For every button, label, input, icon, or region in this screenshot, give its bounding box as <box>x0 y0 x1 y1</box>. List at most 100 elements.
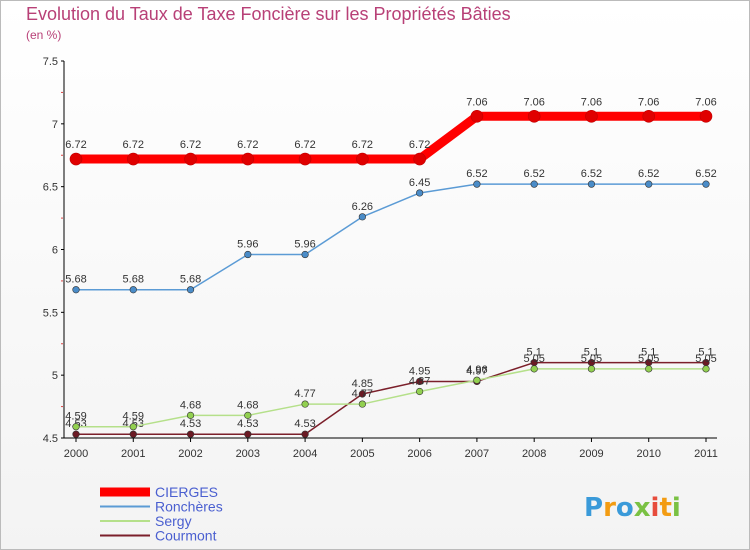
y-tick-label: 6 <box>52 245 58 257</box>
data-label: 4.97 <box>466 365 487 377</box>
data-label: 4.77 <box>352 388 373 400</box>
data-point <box>416 189 424 197</box>
data-point <box>585 109 598 123</box>
data-point <box>530 365 538 373</box>
data-point <box>356 152 369 166</box>
data-label: 5.96 <box>294 239 315 251</box>
data-point <box>358 400 366 408</box>
x-tick-label: 2005 <box>350 448 374 460</box>
legend-item-ronchères: Ronchères <box>100 499 223 515</box>
data-label: 5.05 <box>581 353 602 365</box>
x-tick-label: 2000 <box>64 448 88 460</box>
brand-letter: i <box>651 493 660 523</box>
x-tick-label: 2007 <box>465 448 489 460</box>
data-point <box>301 400 309 408</box>
data-label: 6.52 <box>695 168 716 180</box>
data-point <box>530 180 538 188</box>
series-cierges: 6.72 6.72 6.72 6.72 6.72 6.72 6.72 7.06 7.06 7.06… <box>65 96 717 166</box>
y-tick-label: 5 <box>52 370 58 382</box>
legend-item-cierges: CIERGES <box>100 484 218 500</box>
data-point <box>241 152 255 166</box>
data-label: 7.06 <box>695 96 716 108</box>
data-label: 4.68 <box>180 399 201 411</box>
x-tick-label: 2003 <box>236 448 260 460</box>
data-point <box>645 180 653 188</box>
data-point <box>129 423 137 431</box>
legend-label: CIERGES <box>155 484 218 500</box>
series-ronchères: 5.68 5.68 5.68 5.96 5.96 6.26 6.45 6.52 6.52 6.52… <box>65 168 717 294</box>
data-label: 6.52 <box>466 168 487 180</box>
y-tick-label: 7.5 <box>43 56 58 68</box>
series-courmont: 4.534.534.534.534.534.854.954.975.15.15.… <box>65 347 714 438</box>
data-point <box>186 430 195 438</box>
data-point <box>702 365 710 373</box>
data-label: 6.26 <box>352 201 373 213</box>
data-label: 4.96 <box>466 364 487 376</box>
data-label: 4.53 <box>237 418 258 430</box>
data-point <box>244 250 252 259</box>
data-point <box>69 152 83 166</box>
x-tick-label: 2001 <box>121 448 145 460</box>
data-label: 4.53 <box>294 418 315 430</box>
data-label: 6.72 <box>65 139 86 151</box>
data-label: 4.68 <box>237 399 258 411</box>
x-tick-label: 2011 <box>694 448 718 460</box>
data-label: 7.06 <box>581 96 602 108</box>
data-point <box>72 430 80 438</box>
brand-letter: r <box>603 493 616 523</box>
data-point <box>699 109 713 123</box>
data-label: 7.06 <box>523 96 544 108</box>
x-tick-label: 2009 <box>579 448 603 460</box>
data-point <box>244 430 252 438</box>
series-line <box>76 361 706 435</box>
data-label: 6.72 <box>294 139 315 151</box>
data-point <box>186 286 195 294</box>
data-point <box>126 152 140 166</box>
data-label: 6.52 <box>523 168 544 180</box>
data-point <box>72 286 80 294</box>
proxiti-logo: Proxiti <box>584 493 681 523</box>
data-label: 6.72 <box>409 139 430 151</box>
brand-letter: P <box>584 493 603 523</box>
y-tick-label: 6.5 <box>43 182 58 194</box>
data-point <box>301 430 309 438</box>
series-sergy: 4.59 4.59 4.68 4.68 4.77 4.77 4.87 4.96 5.05 5.05… <box>65 353 717 431</box>
data-label: 6.72 <box>352 139 373 151</box>
data-point <box>527 109 541 123</box>
data-point <box>358 390 366 398</box>
data-label: 7.06 <box>466 96 487 108</box>
y-tick-label: 7 <box>52 119 58 131</box>
legend-label: Courmont <box>155 528 217 544</box>
data-label: 4.95 <box>409 365 430 377</box>
series-line <box>76 183 706 291</box>
data-point <box>301 250 309 259</box>
data-point <box>184 152 197 166</box>
data-point <box>587 365 596 373</box>
brand-letter: t <box>659 493 671 523</box>
x-tick-label: 2004 <box>293 448 317 460</box>
y-tick-label: 5.5 <box>43 307 58 319</box>
y-tick-label: 4.5 <box>43 433 58 445</box>
data-point <box>470 109 484 123</box>
x-tick-label: 2002 <box>178 448 202 460</box>
legend-label: Ronchères <box>155 499 223 515</box>
x-tick-label: 2008 <box>522 448 546 460</box>
chart-unit-label: (en %) <box>26 28 62 42</box>
data-label: 5.05 <box>638 353 659 365</box>
data-point <box>72 423 80 431</box>
data-point <box>416 387 424 396</box>
data-label: 4.59 <box>123 411 144 423</box>
data-point <box>416 377 424 386</box>
data-label: 6.45 <box>409 177 430 189</box>
axes: 4.5 5 5.5 6 6.5 7 7.5 2000 2001 2002 2003 2004 2005 2… <box>43 56 718 460</box>
brand-letter: x <box>634 493 651 523</box>
data-label: 6.52 <box>638 168 659 180</box>
data-label: 5.05 <box>523 353 544 365</box>
brand-text: Proxiti <box>584 493 681 523</box>
x-tick-label: 2006 <box>407 448 431 460</box>
data-label: 4.77 <box>294 388 315 400</box>
data-point <box>129 430 137 438</box>
